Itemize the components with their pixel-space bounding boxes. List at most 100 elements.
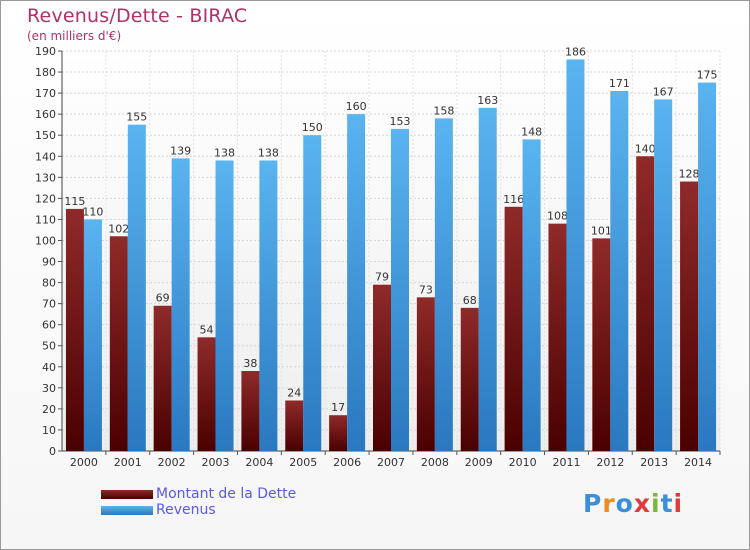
bar-dette	[329, 415, 348, 451]
bar-dette	[109, 236, 128, 451]
legend-swatch-dette	[101, 490, 153, 499]
bar-dette	[460, 307, 479, 451]
legend-label-revenus: Revenus	[156, 502, 216, 518]
bar-dette	[373, 284, 391, 451]
data-label-revenus: 110	[82, 205, 103, 218]
data-label-revenus: 148	[521, 125, 542, 138]
data-label-dette: 140	[635, 142, 656, 155]
x-tick-label: 2008	[421, 456, 449, 469]
bar-revenus	[391, 128, 409, 451]
y-tick-label: 140	[35, 150, 56, 163]
logo-letter: i	[651, 489, 661, 518]
x-tick-label: 2001	[114, 456, 142, 469]
y-tick-label: 160	[35, 108, 56, 121]
logo-letter: o	[615, 489, 634, 518]
x-tick-label: 2014	[684, 456, 712, 469]
bar-dette	[592, 238, 611, 451]
bar-dette	[241, 371, 260, 451]
y-tick-label: 0	[49, 445, 56, 458]
chart-subtitle: (en milliers d'€)	[27, 29, 122, 43]
bar-revenus	[127, 124, 146, 452]
bar-dette	[416, 297, 435, 451]
y-tick-label: 180	[35, 66, 56, 79]
bar-revenus	[610, 91, 629, 451]
bar-revenus	[566, 59, 585, 451]
data-label-revenus: 171	[609, 77, 630, 90]
bar-revenus	[478, 107, 497, 451]
data-label-revenus: 138	[214, 146, 235, 159]
data-label-revenus: 163	[477, 94, 498, 107]
y-tick-label: 10	[42, 424, 56, 437]
x-tick-label: 2003	[202, 456, 230, 469]
bar-dette	[153, 305, 172, 451]
data-label-revenus: 153	[390, 115, 411, 128]
bar-dette	[680, 181, 699, 452]
chart-title: Revenus/Dette - BIRAC	[27, 5, 248, 27]
data-label-revenus: 158	[433, 104, 454, 117]
x-tick-label: 2002	[158, 456, 186, 469]
y-tick-label: 150	[35, 129, 56, 142]
data-label-dette: 69	[156, 292, 170, 305]
x-tick-label: 2009	[465, 456, 493, 469]
y-tick-label: 170	[35, 87, 56, 100]
data-label-revenus: 138	[258, 146, 279, 159]
bar-revenus	[259, 160, 278, 451]
data-label-revenus: 167	[653, 85, 674, 98]
data-label-dette: 54	[200, 323, 214, 336]
bar-dette	[548, 223, 567, 451]
logo-letter: i	[673, 489, 684, 518]
logo-letter: r	[602, 489, 616, 518]
bar-dette	[65, 208, 84, 451]
data-label-revenus: 139	[170, 144, 191, 157]
data-label-dette: 108	[547, 210, 568, 223]
bar-revenus	[171, 158, 190, 452]
bar-revenus	[303, 135, 322, 452]
bar-revenus	[83, 219, 102, 451]
data-label-dette: 128	[679, 168, 700, 181]
y-tick-label: 60	[42, 319, 56, 332]
bar-revenus	[654, 99, 673, 451]
data-label-dette: 101	[591, 224, 612, 237]
data-label-dette: 73	[419, 283, 433, 296]
x-tick-label: 2005	[289, 456, 317, 469]
data-label-dette: 24	[287, 386, 301, 399]
y-tick-label: 70	[42, 298, 56, 311]
proxiti-logo: Proxiti	[583, 489, 683, 518]
data-label-dette: 79	[375, 271, 389, 284]
data-label-dette: 102	[108, 222, 129, 235]
logo-letter: x	[633, 489, 651, 518]
data-label-dette: 17	[331, 401, 345, 414]
x-tick-label: 2006	[333, 456, 361, 469]
y-tick-label: 90	[42, 256, 56, 269]
data-label-dette: 68	[463, 294, 477, 307]
x-tick-label: 2013	[640, 456, 668, 469]
bar-dette	[636, 156, 655, 451]
x-tick-label: 2004	[245, 456, 273, 469]
y-tick-label: 190	[35, 45, 56, 58]
bar-revenus	[434, 118, 453, 452]
data-label-revenus: 186	[565, 45, 586, 58]
legend-label-dette: Montant de la Dette	[156, 486, 297, 502]
y-tick-label: 80	[42, 277, 56, 290]
logo-letter: P	[583, 489, 603, 518]
x-tick-label: 2007	[377, 456, 405, 469]
bar-dette	[504, 206, 523, 451]
y-tick-label: 110	[35, 213, 56, 226]
y-tick-label: 50	[42, 340, 56, 353]
y-tick-label: 120	[35, 192, 56, 205]
y-tick-label: 20	[42, 403, 56, 416]
data-label-dette: 115	[64, 195, 85, 208]
bar-revenus	[347, 114, 366, 451]
x-tick-label: 2010	[509, 456, 537, 469]
data-label-revenus: 155	[126, 111, 147, 124]
y-tick-label: 30	[42, 382, 56, 395]
bar-dette	[285, 400, 304, 451]
logo-letter: t	[660, 489, 674, 518]
data-label-dette: 38	[243, 357, 257, 370]
data-label-revenus: 160	[346, 100, 367, 113]
bar-revenus	[522, 139, 541, 451]
bar-dette	[197, 337, 216, 451]
y-tick-label: 130	[35, 171, 56, 184]
